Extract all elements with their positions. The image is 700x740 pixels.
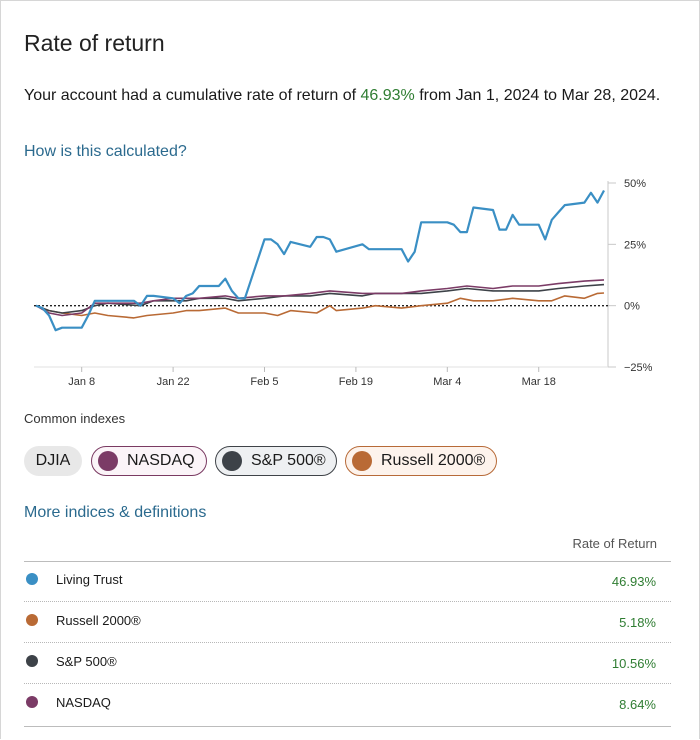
table-row-russell: Russell 2000® 5.18% (24, 602, 671, 643)
x-tick-label: Mar 4 (433, 376, 461, 385)
y-tick-label: 0% (624, 301, 640, 313)
sp500-dot-icon (222, 451, 242, 471)
series-line-living-trust (35, 189, 605, 332)
sp500-pill-label: S&P 500® (251, 452, 326, 469)
series-line-nasdaq (35, 279, 605, 317)
sp500-row-dot-icon (26, 655, 38, 667)
table-bottom-divider (24, 726, 671, 727)
x-tick-label: Feb 19 (339, 376, 373, 385)
russell-pill-label: Russell 2000® (381, 452, 486, 469)
summary-prefix: Your account had a cumulative rate of re… (24, 87, 361, 104)
row-name: Russell 2000® (56, 613, 141, 628)
y-tick-label: 25% (624, 239, 646, 251)
nasdaq-pill-label: NASDAQ (127, 452, 195, 469)
series-line-russell-2000 (35, 292, 605, 319)
nasdaq-row-dot-icon (26, 696, 38, 708)
table-row-sp500: S&P 500® 10.56% (24, 643, 671, 684)
nasdaq-dot-icon (98, 451, 118, 471)
russell-row-dot-icon (26, 614, 38, 626)
summary-text: Your account had a cumulative rate of re… (24, 84, 664, 108)
page-title: Rate of return (24, 30, 165, 56)
summary-suffix: from Jan 1, 2024 to Mar 28, 2024. (414, 87, 661, 104)
russell-dot-icon (352, 451, 372, 471)
row-name: S&P 500® (56, 654, 117, 669)
row-value: 46.93% (611, 574, 656, 589)
how-calculated-link[interactable]: How is this calculated? (24, 143, 187, 160)
row-name: Living Trust (56, 572, 123, 587)
row-value: 8.64% (619, 697, 656, 712)
row-value: 5.18% (619, 615, 656, 630)
row-value: 10.56% (611, 656, 656, 671)
living-trust-dot-icon (26, 573, 38, 585)
table-row-nasdaq: NASDAQ 8.64% (24, 684, 671, 724)
x-tick-label: Feb 5 (250, 376, 278, 385)
table-row-living-trust: Living Trust 46.93% (24, 561, 671, 602)
x-tick-label: Mar 18 (522, 376, 556, 385)
djia-pill-label: DJIA (35, 452, 71, 469)
russell-pill[interactable]: Russell 2000® (345, 446, 497, 476)
rate-of-return-chart: 50% 25% 0% −25% Jan 8 Jan 22 Feb 5 Feb 19 Mar 4 M… (34, 178, 653, 385)
sp500-pill[interactable]: S&P 500® (215, 446, 337, 476)
summary-percent: 46.93% (360, 87, 415, 104)
djia-pill[interactable]: DJIA (24, 446, 82, 476)
more-indices-link[interactable]: More indices & definitions (24, 504, 207, 521)
x-tick-label: Jan 8 (68, 376, 95, 385)
row-name: NASDAQ (56, 695, 111, 710)
nasdaq-pill[interactable]: NASDAQ (91, 446, 207, 476)
rate-of-return-header: Rate of Return (572, 536, 657, 551)
table-top-divider (24, 561, 671, 562)
x-tick-label: Jan 22 (157, 376, 190, 385)
y-tick-label: −25% (624, 362, 653, 374)
y-tick-label: 50% (624, 178, 646, 190)
common-indexes-label: Common indexes (24, 411, 126, 426)
